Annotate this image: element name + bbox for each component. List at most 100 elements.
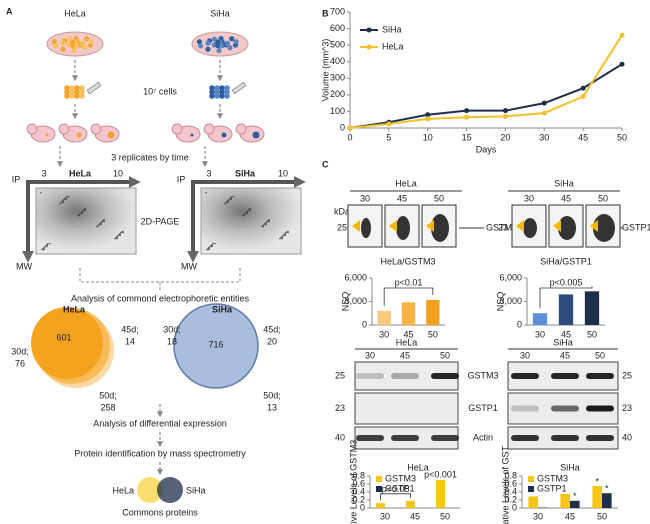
gel-spot <box>46 244 48 246</box>
tumor <box>76 132 82 138</box>
x-axis-label: Days <box>476 144 497 154</box>
x-tick-label: 45 <box>561 329 571 339</box>
blot-band <box>431 373 459 379</box>
gel-spot <box>60 202 64 204</box>
point <box>502 113 508 119</box>
gel-spot <box>227 200 229 202</box>
cell <box>219 89 225 95</box>
arrowhead <box>516 220 524 232</box>
legend-swatch <box>528 486 534 492</box>
tumor <box>190 133 194 137</box>
bar <box>584 291 600 325</box>
cell <box>214 85 220 91</box>
cell <box>211 36 218 42</box>
blot-band <box>511 435 539 441</box>
y-tick-label: 700 <box>330 6 345 16</box>
point <box>464 108 470 114</box>
tumor <box>221 132 227 138</box>
x-tick-label: 50 <box>597 511 607 521</box>
lane-label: 30 <box>524 193 534 203</box>
blot-title: SiHa <box>553 337 573 347</box>
blot-spot <box>558 216 576 240</box>
legend-label: GSTM3 <box>385 473 416 483</box>
step-label: Analysis of differential expression <box>93 418 226 428</box>
blot-title: HeLa <box>396 337 418 347</box>
point <box>425 116 431 122</box>
mouse-head <box>26 123 38 135</box>
x-tick-label: 50 <box>617 132 627 142</box>
blot-band <box>356 435 384 441</box>
y-tick-label: 100 <box>330 106 345 116</box>
blot-band <box>511 373 539 379</box>
gel-label: MW <box>16 261 32 271</box>
size-label: 40 <box>335 432 345 442</box>
x-tick-label: 45 <box>410 511 420 521</box>
gel-spot <box>242 215 245 217</box>
cell <box>214 89 220 95</box>
y-tick-label: 0.2 <box>352 494 365 504</box>
cell <box>74 93 80 99</box>
blot-band <box>551 373 579 379</box>
gel-spot <box>78 214 80 216</box>
gel-spot <box>226 201 229 203</box>
gel-spot <box>81 211 83 213</box>
blot-spot <box>523 218 537 238</box>
x-tick-label: 45 <box>578 132 588 142</box>
cell <box>51 39 58 45</box>
gel-spot <box>267 220 270 222</box>
blot-band <box>431 435 459 441</box>
cell <box>82 45 88 51</box>
lane-label: 30 <box>520 350 530 360</box>
panel-label: C <box>322 159 329 169</box>
line-series <box>349 63 623 129</box>
gel-label: IP <box>177 174 186 184</box>
venn-circle <box>31 307 103 379</box>
x-tick-label: 30 <box>533 511 543 521</box>
cell <box>70 43 76 49</box>
y-tick-label: 3,000 <box>344 296 367 306</box>
lane-label: 50 <box>434 193 444 203</box>
arrowhead <box>590 220 598 232</box>
gel-spot <box>121 231 124 233</box>
gel-spot <box>100 222 102 224</box>
gel-spot <box>65 197 67 199</box>
gel-spot <box>59 203 61 205</box>
legend-label: HeLa <box>382 41 404 51</box>
blot-title: HeLa <box>395 178 417 188</box>
blot-label: kDa <box>334 206 350 216</box>
cell <box>71 47 77 54</box>
arrowhead <box>553 220 561 232</box>
gel-spot <box>66 196 70 198</box>
bar <box>376 503 385 508</box>
size-label: 25 <box>337 222 347 232</box>
cell <box>227 45 233 51</box>
lane-label: 45 <box>560 350 570 360</box>
legend-swatch <box>376 476 382 482</box>
venn-label: 30d; <box>11 346 29 356</box>
gel-spot <box>97 225 99 227</box>
gel-spot <box>43 247 45 249</box>
point <box>425 112 431 118</box>
x-tick-label: 30 <box>380 511 390 521</box>
gel-label: IP <box>12 174 21 184</box>
cell <box>69 89 75 95</box>
blot-band <box>551 435 579 441</box>
arrowhead <box>389 220 397 232</box>
gel-spot <box>45 245 48 247</box>
y-axis-label: NSQ <box>495 292 505 312</box>
gel-spot <box>281 236 283 238</box>
y-tick-label: 0 <box>360 502 365 512</box>
step-label: Analysis of commond electrophoretic enti… <box>71 293 250 303</box>
dish-label: SiHa <box>210 8 230 18</box>
cells-label: 10⁷ cells <box>143 86 177 96</box>
gel-spot <box>117 235 121 237</box>
cell <box>64 93 70 99</box>
chart-title: HeLa <box>407 462 429 472</box>
gel-spot <box>279 238 283 240</box>
bar <box>592 486 602 508</box>
venn-label: 50d; <box>263 390 281 400</box>
annotation: p<0.01 <box>395 277 423 287</box>
x-tick-label: 30 <box>379 329 389 339</box>
blot-spot <box>396 216 410 240</box>
